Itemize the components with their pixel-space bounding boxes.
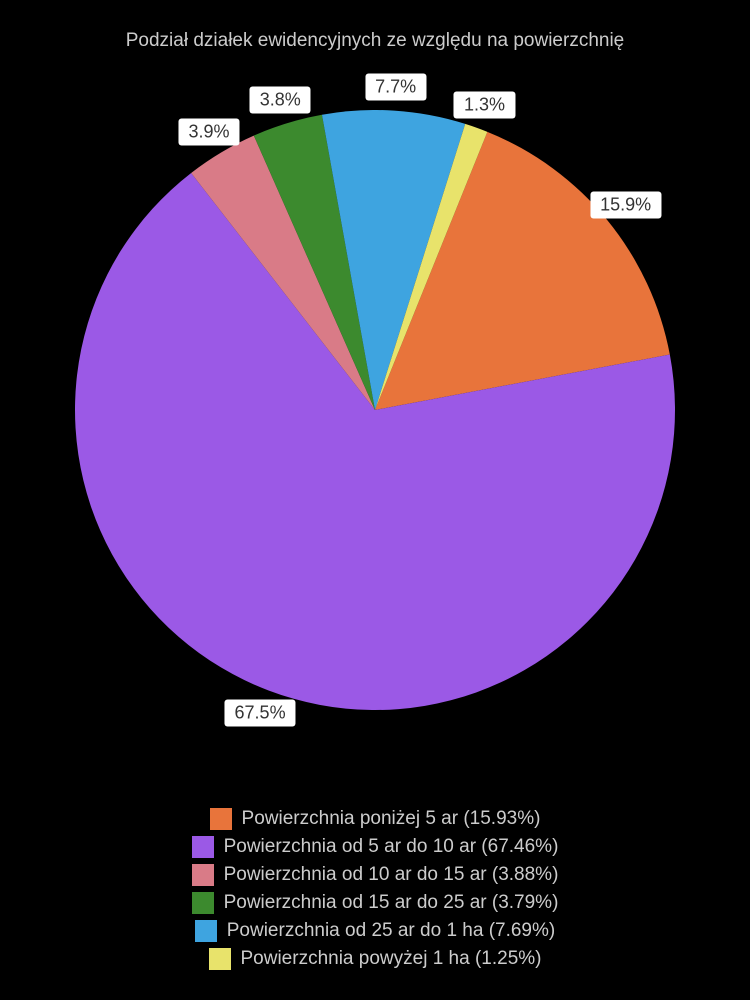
- legend-label: Powierzchnia od 10 ar do 15 ar (3.88%): [224, 864, 559, 886]
- legend-item: Powierzchnia poniżej 5 ar (15.93%): [210, 808, 541, 830]
- legend-swatch: [195, 920, 217, 942]
- legend-label: Powierzchnia powyżej 1 ha (1.25%): [241, 948, 542, 970]
- legend-item: Powierzchnia od 5 ar do 10 ar (67.46%): [192, 836, 559, 858]
- legend-swatch: [210, 808, 232, 830]
- pie-chart: Podział działek ewidencyjnych ze względu…: [0, 0, 750, 1000]
- slice-label: 1.3%: [454, 92, 515, 119]
- legend-label: Powierzchnia od 25 ar do 1 ha (7.69%): [227, 920, 555, 942]
- legend-swatch: [192, 892, 214, 914]
- legend-swatch: [209, 948, 231, 970]
- legend-item: Powierzchnia od 15 ar do 25 ar (3.79%): [192, 892, 559, 914]
- slice-label: 7.7%: [365, 73, 426, 100]
- legend-label: Powierzchnia od 5 ar do 10 ar (67.46%): [224, 836, 559, 858]
- legend-item: Powierzchnia od 25 ar do 1 ha (7.69%): [195, 920, 555, 942]
- slice-label: 15.9%: [590, 191, 661, 218]
- pie-svg: [75, 110, 675, 710]
- slice-label: 67.5%: [225, 699, 296, 726]
- legend-swatch: [192, 864, 214, 886]
- slice-label: 3.9%: [179, 118, 240, 145]
- slice-label: 3.8%: [250, 87, 311, 114]
- legend-label: Powierzchnia poniżej 5 ar (15.93%): [242, 808, 541, 830]
- legend-item: Powierzchnia powyżej 1 ha (1.25%): [209, 948, 542, 970]
- legend: Powierzchnia poniżej 5 ar (15.93%) Powier…: [0, 808, 750, 970]
- chart-title: Podział działek ewidencyjnych ze względu…: [0, 30, 750, 52]
- legend-item: Powierzchnia od 10 ar do 15 ar (3.88%): [192, 864, 559, 886]
- legend-swatch: [192, 836, 214, 858]
- legend-label: Powierzchnia od 15 ar do 25 ar (3.79%): [224, 892, 559, 914]
